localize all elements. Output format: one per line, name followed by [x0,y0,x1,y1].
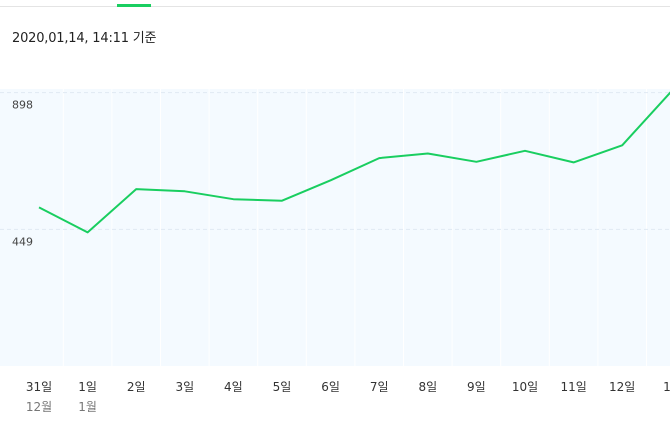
x-tick-label: 9일 [467,380,486,394]
update-timestamp: 2020,01,14, 14:11 기준 [12,31,157,46]
x-tick-label: 10일 [512,380,538,394]
y-tick-label: 449 [12,235,33,248]
x-tick-label: 1일 [78,380,97,394]
x-tick-label: 3일 [175,380,194,394]
x-month-label: 1월 [78,400,97,414]
x-tick-label: 8일 [418,380,437,394]
x-tick-label: 11일 [560,380,586,394]
x-tick-label: 4일 [224,380,243,394]
y-axis-ticks: 449 898 [12,99,33,249]
x-tick-label: 6일 [321,380,340,394]
active-tab-indicator [117,4,151,7]
x-tick-label: 7일 [370,380,389,394]
x-tick-label: 5일 [273,380,292,394]
x-tick-label: 2일 [127,380,146,394]
x-axis-ticks: 31일 12월 1일 1월 2일 3일 4일 5일 6일 7일 8일 9일 10일 11일 12일 13 [26,380,670,414]
y-tick-label: 898 [12,99,33,112]
x-tick-label: 13 [663,380,670,394]
x-month-label: 12월 [26,400,52,414]
x-tick-label: 31일 [26,380,52,394]
vertical-gridlines [62,89,647,366]
tab-divider [0,6,670,7]
plot-background [0,89,670,366]
x-tick-label: 12일 [609,380,635,394]
series-line [38,91,670,234]
